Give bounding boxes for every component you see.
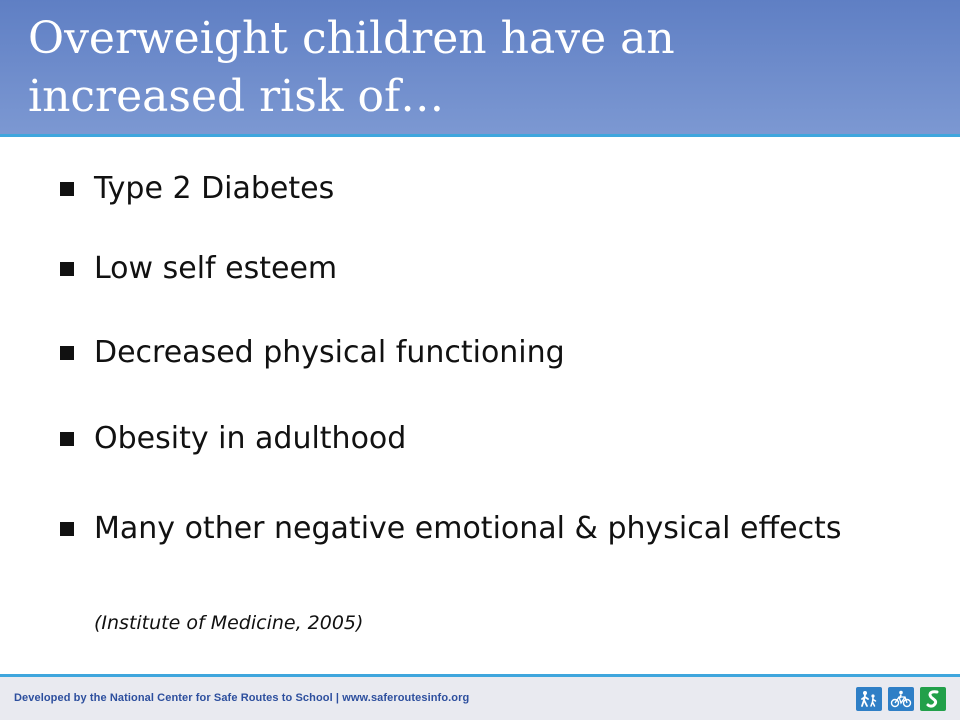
square-bullet-icon (60, 432, 74, 446)
title-line-1: Overweight children have an (28, 13, 675, 64)
footer-bar: Developed by the National Center for Saf… (0, 677, 960, 720)
footer-icons (856, 687, 946, 711)
walking-icon (856, 687, 882, 711)
footer-divider (0, 674, 960, 677)
bullet-item: Type 2 Diabetes (60, 172, 920, 206)
safe-routes-logo-icon (920, 687, 946, 711)
slide-title: Overweight children have an increased ri… (28, 10, 928, 126)
square-bullet-icon (60, 346, 74, 360)
bullet-text: Many other negative emotional & physical… (94, 511, 842, 546)
bicycle-icon (888, 687, 914, 711)
bullet-item: Many other negative emotional & physical… (60, 512, 860, 546)
title-banner: Overweight children have an increased ri… (0, 0, 960, 134)
bullet-item: Low self esteem (60, 252, 920, 286)
square-bullet-icon (60, 522, 74, 536)
citation: (Institute of Medicine, 2005) (94, 612, 364, 634)
title-line-2: increased risk of… (28, 71, 445, 122)
bullet-text: Decreased physical functioning (94, 335, 565, 370)
bullet-text: Low self esteem (94, 251, 338, 286)
bullet-text: Obesity in adulthood (94, 421, 407, 456)
bullet-item: Obesity in adulthood (60, 422, 920, 456)
bullet-text: Type 2 Diabetes (94, 171, 335, 206)
bullet-item: Decreased physical functioning (60, 336, 920, 370)
header-divider (0, 134, 960, 137)
square-bullet-icon (60, 262, 74, 276)
footer-credit: Developed by the National Center for Saf… (14, 692, 470, 704)
bullet-list: Type 2 Diabetes Low self esteem Decrease… (60, 172, 920, 546)
square-bullet-icon (60, 182, 74, 196)
